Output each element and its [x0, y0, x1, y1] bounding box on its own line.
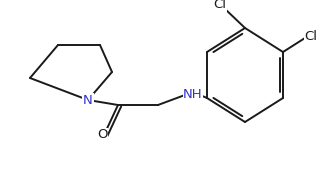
Text: NH: NH	[183, 87, 203, 100]
Text: N: N	[83, 93, 93, 106]
Text: Cl: Cl	[305, 30, 317, 42]
Text: O: O	[97, 128, 107, 142]
Text: Cl: Cl	[213, 0, 227, 11]
